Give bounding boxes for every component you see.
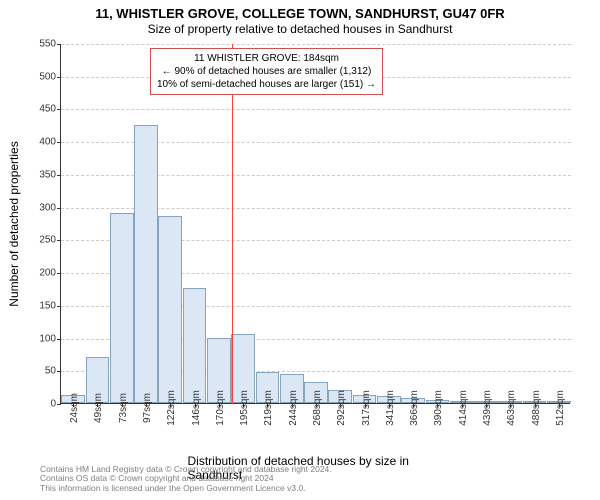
chart-container: 11, WHISTLER GROVE, COLLEGE TOWN, SANDHU… <box>0 0 600 500</box>
chart-title: 11, WHISTLER GROVE, COLLEGE TOWN, SANDHU… <box>0 6 600 21</box>
x-tick-label: 268sqm <box>312 390 323 426</box>
x-tick-label: 341sqm <box>385 390 396 426</box>
plot-region <box>60 44 570 404</box>
x-tick-label: 439sqm <box>482 390 493 426</box>
x-tick-label: 122sqm <box>166 390 177 426</box>
histogram-bar <box>158 216 182 403</box>
footer-line3: This information is licensed under the O… <box>40 484 332 494</box>
x-tick-label: 219sqm <box>263 390 274 426</box>
y-tick-label: 400 <box>16 137 56 148</box>
x-tick-label: 317sqm <box>361 390 372 426</box>
y-tick-label: 300 <box>16 202 56 213</box>
histogram-bar <box>110 213 134 403</box>
chart-area: Number of detached properties 0501001502… <box>60 44 570 404</box>
bars-group <box>61 43 571 403</box>
y-tick-label: 0 <box>16 399 56 410</box>
x-tick-label: 512sqm <box>555 390 566 426</box>
y-tick-label: 100 <box>16 333 56 344</box>
x-tick-label: 488sqm <box>531 390 542 426</box>
x-tick-label: 244sqm <box>288 390 299 426</box>
y-tick-label: 50 <box>16 366 56 377</box>
y-axis-label: Number of detached properties <box>7 141 21 306</box>
x-tick-label: 195sqm <box>239 390 250 426</box>
x-tick-label: 97sqm <box>142 393 153 423</box>
x-tick-label: 292sqm <box>336 390 347 426</box>
y-tick-label: 450 <box>16 104 56 115</box>
annotation-box: 11 WHISTLER GROVE: 184sqm ← 90% of detac… <box>150 48 383 95</box>
annotation-line1: 11 WHISTLER GROVE: 184sqm <box>157 52 376 65</box>
footer-attribution: Contains HM Land Registry data © Crown c… <box>40 465 332 494</box>
y-tick-mark <box>57 404 61 405</box>
reference-line <box>232 44 233 404</box>
x-tick-label: 73sqm <box>118 393 129 423</box>
x-tick-label: 170sqm <box>215 390 226 426</box>
histogram-bar <box>183 288 207 403</box>
x-tick-label: 146sqm <box>191 390 202 426</box>
x-tick-label: 49sqm <box>93 393 104 423</box>
chart-subtitle: Size of property relative to detached ho… <box>0 22 600 36</box>
x-tick-label: 463sqm <box>506 390 517 426</box>
annotation-line2: ← 90% of detached houses are smaller (1,… <box>157 65 376 78</box>
y-tick-label: 250 <box>16 235 56 246</box>
y-tick-label: 200 <box>16 268 56 279</box>
x-tick-label: 24sqm <box>69 393 80 423</box>
y-tick-label: 150 <box>16 300 56 311</box>
x-tick-label: 390sqm <box>433 390 444 426</box>
y-tick-label: 500 <box>16 71 56 82</box>
annotation-line3: 10% of semi-detached houses are larger (… <box>157 78 376 91</box>
y-tick-label: 550 <box>16 39 56 50</box>
y-tick-label: 350 <box>16 169 56 180</box>
x-tick-label: 414sqm <box>458 390 469 426</box>
x-tick-label: 366sqm <box>409 390 420 426</box>
histogram-bar <box>134 125 158 403</box>
